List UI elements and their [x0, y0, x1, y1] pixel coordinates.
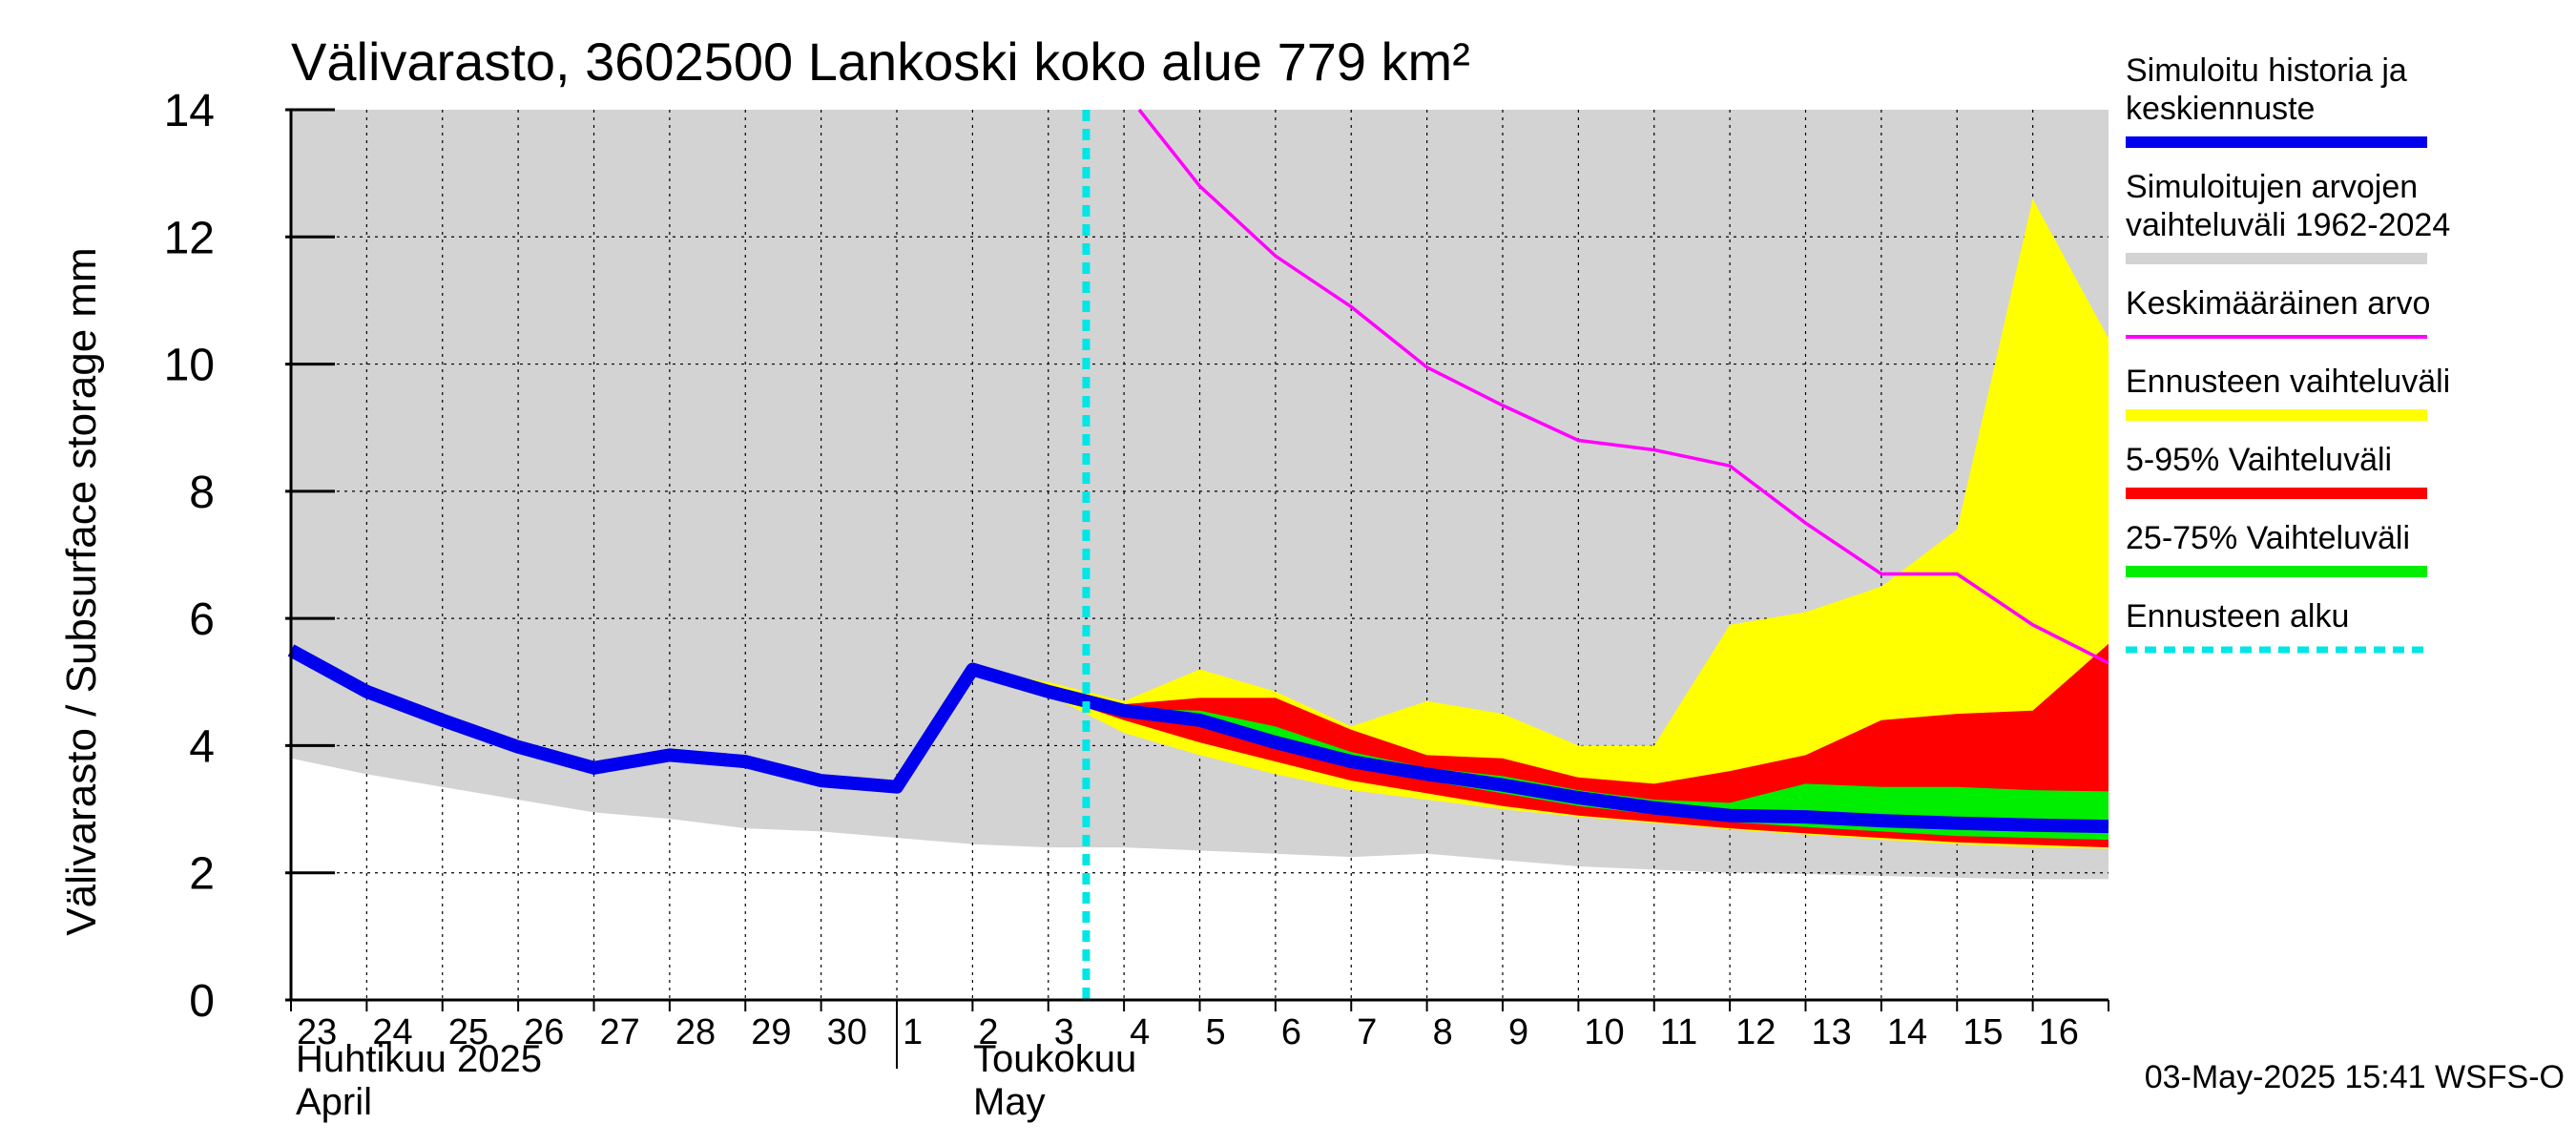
- grid: [291, 110, 2109, 1000]
- month-label-april-fi: Huhtikuu 2025: [296, 1038, 542, 1080]
- legend: Simuloitu historia jakeskiennusteSimuloi…: [2126, 52, 2450, 654]
- y-tick-labels: 0 2 4 6 8 10 12 14: [164, 86, 215, 1027]
- month-label-april-en: April: [296, 1081, 372, 1123]
- x-tick-label: 14: [1887, 1012, 1927, 1052]
- x-tick-label: 13: [1812, 1012, 1852, 1052]
- p25-75-range-area: [972, 669, 2109, 841]
- history-line: [287, 644, 2109, 834]
- legend-item-forecast-range: Ennusteen vaihteluväli: [2126, 364, 2450, 421]
- plot-area: [285, 108, 2109, 1069]
- y-tick-label: 4: [189, 721, 215, 772]
- x-tick-label: 27: [600, 1012, 640, 1052]
- legend-label: Simuloitu historia ja: [2126, 52, 2407, 89]
- y-tick-label: 10: [164, 341, 215, 391]
- month-label-may-fi: Toukokuu: [973, 1038, 1136, 1080]
- legend-label: Simuloitujen arvojen: [2126, 169, 2418, 205]
- y-tick-label: 12: [164, 213, 215, 263]
- x-tick-label: 2: [978, 1012, 998, 1052]
- chart-title: Välivarasto, 3602500 Lankoski koko alue …: [291, 31, 1470, 92]
- legend-label: Keskimääräinen arvo: [2126, 285, 2430, 322]
- x-tick-label: 4: [1130, 1012, 1150, 1052]
- x-tick-label: 3: [1054, 1012, 1074, 1052]
- y-tick-label: 2: [189, 849, 215, 900]
- legend-item-forecast-start: Ennusteen alku: [2126, 598, 2427, 654]
- legend-item-p25-75: 25-75% Vaihteluväli: [2126, 520, 2427, 577]
- x-tick-label: 28: [675, 1012, 716, 1052]
- mean-line: [1137, 108, 2109, 665]
- x-tick-label: 26: [524, 1012, 564, 1052]
- y-tick-label: 0: [189, 976, 215, 1027]
- y-tick-label: 8: [189, 468, 215, 518]
- x-tick-label: 15: [1963, 1012, 2003, 1052]
- timestamp: 03-May-2025 15:41 WSFS-O: [2145, 1059, 2565, 1095]
- x-tick-label: 10: [1584, 1012, 1624, 1052]
- legend-item-mean: Keskimääräinen arvo: [2126, 285, 2430, 339]
- month-label-may-en: May: [973, 1081, 1046, 1123]
- x-tick-label: 12: [1735, 1012, 1776, 1052]
- legend-label: Ennusteen alku: [2126, 598, 2349, 635]
- legend-label: vaihteluväli 1962-2024: [2126, 207, 2450, 243]
- legend-item-p5-95: 5-95% Vaihteluväli: [2126, 442, 2427, 499]
- x-tick-label: 6: [1281, 1012, 1301, 1052]
- y-axis-label: Välivarasto / Subsurface storage mm: [58, 247, 105, 935]
- x-tick-label: 1: [903, 1012, 923, 1052]
- x-tick-label: 7: [1357, 1012, 1377, 1052]
- legend-label: 25-75% Vaihteluväli: [2126, 520, 2410, 556]
- x-tick-label: 23: [297, 1012, 337, 1052]
- legend-label: keskiennuste: [2126, 91, 2315, 127]
- forecast-range-area: [972, 198, 2109, 849]
- axes: [285, 108, 2109, 1069]
- legend-label: 5-95% Vaihteluväli: [2126, 442, 2392, 478]
- x-tick-label: 9: [1508, 1012, 1528, 1052]
- x-tick-label: 8: [1433, 1012, 1453, 1052]
- y-tick-label: 14: [164, 86, 215, 136]
- y-tick-label: 6: [189, 594, 215, 645]
- x-tick-label: 25: [448, 1012, 488, 1052]
- x-tick-labels: 23 24 25 26 27 28 29 30 1 2 3 4 5 6 7 8 9 10 11 12 13 14 15 16: [297, 1012, 2079, 1052]
- x-tick-label: 11: [1660, 1012, 1697, 1052]
- x-tick-label: 29: [751, 1012, 791, 1052]
- x-tick-label: 24: [372, 1012, 412, 1052]
- x-tick-label: 16: [2039, 1012, 2079, 1052]
- legend-label: Ennusteen vaihteluväli: [2126, 364, 2450, 400]
- x-tick-label: 5: [1206, 1012, 1226, 1052]
- x-tick-label: 30: [827, 1012, 867, 1052]
